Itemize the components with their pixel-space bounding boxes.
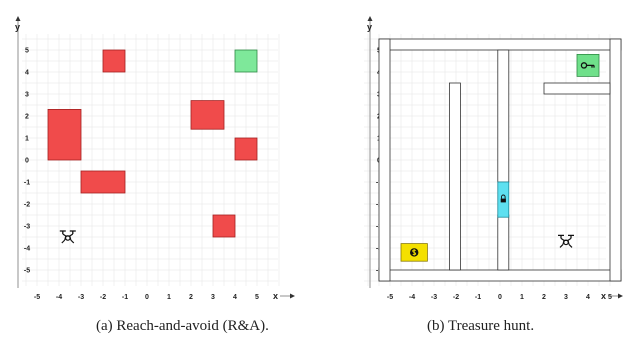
- x-tick-label: 4: [233, 294, 237, 301]
- x-tick-label: -3: [78, 294, 84, 301]
- x-axis-label: x: [273, 291, 278, 301]
- x-tick-label: 2: [542, 294, 546, 301]
- wall: [609, 38, 622, 282]
- y-tick-label: -4: [24, 246, 30, 253]
- obstacle-region: [190, 100, 225, 130]
- x-tick-label: -3: [431, 294, 437, 301]
- key-icon: [580, 62, 595, 69]
- x-tick-label: 1: [167, 294, 171, 301]
- x-tick-label: 0: [498, 294, 502, 301]
- y-tick-label: -5: [24, 268, 30, 275]
- x-axis-arrow: [618, 293, 623, 299]
- x-tick-label: -2: [100, 294, 106, 301]
- wall: [378, 38, 391, 282]
- x-tick-label: 2: [189, 294, 193, 301]
- drone-icon: [59, 230, 76, 244]
- caption-a: (a) Reach-and-avoid (R&A).: [96, 318, 269, 334]
- x-axis-label: x: [601, 291, 606, 301]
- obstacle-region: [212, 214, 236, 238]
- x-tick-label: -1: [122, 294, 128, 301]
- x-tick-label: 1: [520, 294, 524, 301]
- x-tick-label: -2: [453, 294, 459, 301]
- x-tick-label: 5: [608, 294, 612, 301]
- coin-icon: [410, 248, 419, 257]
- y-axis-label: y: [367, 22, 372, 32]
- obstacle-region: [102, 49, 126, 73]
- y-axis-arrow: [367, 16, 373, 21]
- y-axis-label: y: [15, 22, 20, 32]
- x-axis-arrow: [290, 293, 295, 299]
- x-tick-label: -5: [34, 294, 40, 301]
- panel-reach-and-avoid: y x -5 -4 -3 -2 -1 0 1 2 3 4 5 5 4 3 2 1 0 -1 -2 -3 -4 -5: [15, 16, 295, 301]
- wall: [497, 49, 510, 183]
- y-tick-label: -2: [24, 202, 30, 209]
- x-tick-label: -1: [475, 294, 481, 301]
- x-tick-label: 5: [255, 294, 259, 301]
- x-tick-label: 3: [564, 294, 568, 301]
- y-axis-arrow: [15, 16, 21, 21]
- lock-icon: [500, 194, 506, 203]
- y-tick-label: 5: [25, 48, 29, 55]
- drone-icon: [558, 234, 574, 248]
- x-tick-label: 0: [145, 294, 149, 301]
- x-tick-label: 3: [211, 294, 215, 301]
- y-tick-label: 2: [25, 114, 29, 121]
- x-tick-label: -5: [387, 294, 393, 301]
- caption-b: (b) Treasure hunt.: [427, 318, 535, 334]
- obstacle-region: [80, 170, 126, 194]
- x-tick-label: -4: [409, 294, 415, 301]
- y-tick-label: -3: [24, 224, 30, 231]
- y-tick-label: 0: [25, 158, 29, 165]
- wall: [497, 214, 510, 271]
- obstacle-region: [47, 109, 82, 161]
- wall: [448, 82, 461, 271]
- x-tick-label: -4: [56, 294, 62, 301]
- y-tick-label: 1: [25, 136, 29, 143]
- x-tick-label: 4: [586, 294, 590, 301]
- y-tick-label: 3: [25, 92, 29, 99]
- wall: [378, 38, 622, 51]
- y-tick-label: 4: [25, 70, 29, 77]
- wall: [543, 82, 611, 95]
- y-tick-label: -1: [24, 180, 30, 187]
- wall: [378, 269, 622, 282]
- goal-region: [234, 49, 258, 73]
- obstacle-region: [234, 137, 258, 161]
